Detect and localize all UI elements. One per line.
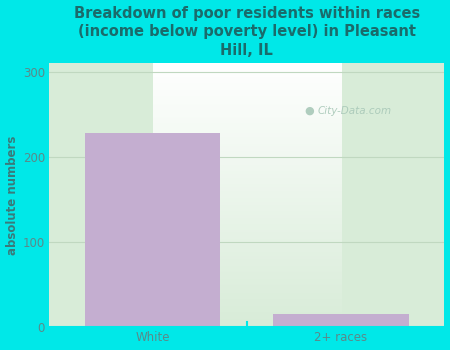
- Bar: [273, 315, 409, 327]
- Text: City-Data.com: City-Data.com: [318, 106, 392, 116]
- Bar: [85, 133, 220, 327]
- Text: ●: ●: [304, 106, 314, 116]
- Y-axis label: absolute numbers: absolute numbers: [5, 135, 18, 255]
- Title: Breakdown of poor residents within races
(income below poverty level) in Pleasan: Breakdown of poor residents within races…: [74, 6, 420, 58]
